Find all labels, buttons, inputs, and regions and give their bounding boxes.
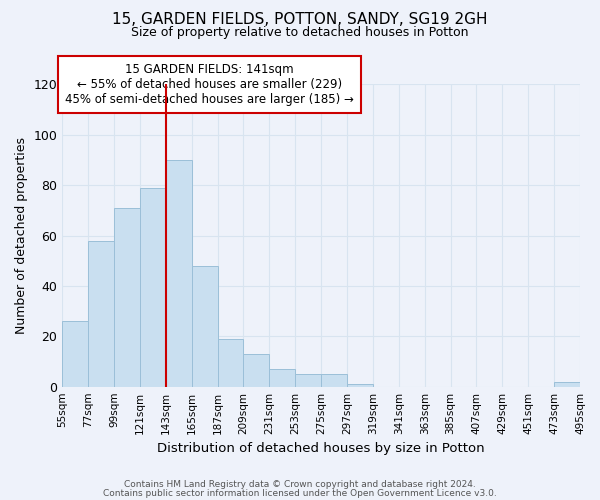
Bar bbox=[554, 382, 580, 386]
Bar bbox=[140, 188, 166, 386]
Text: 15 GARDEN FIELDS: 141sqm
← 55% of detached houses are smaller (229)
45% of semi-: 15 GARDEN FIELDS: 141sqm ← 55% of detach… bbox=[65, 64, 354, 106]
Bar bbox=[321, 374, 347, 386]
Bar bbox=[244, 354, 269, 386]
Bar bbox=[88, 240, 114, 386]
Bar bbox=[62, 321, 88, 386]
Bar bbox=[295, 374, 321, 386]
Y-axis label: Number of detached properties: Number of detached properties bbox=[15, 137, 28, 334]
Bar bbox=[269, 369, 295, 386]
Bar bbox=[192, 266, 218, 386]
Bar bbox=[114, 208, 140, 386]
Text: Contains public sector information licensed under the Open Government Licence v3: Contains public sector information licen… bbox=[103, 489, 497, 498]
Text: Contains HM Land Registry data © Crown copyright and database right 2024.: Contains HM Land Registry data © Crown c… bbox=[124, 480, 476, 489]
Text: Size of property relative to detached houses in Potton: Size of property relative to detached ho… bbox=[131, 26, 469, 39]
Text: 15, GARDEN FIELDS, POTTON, SANDY, SG19 2GH: 15, GARDEN FIELDS, POTTON, SANDY, SG19 2… bbox=[112, 12, 488, 28]
Bar bbox=[166, 160, 192, 386]
X-axis label: Distribution of detached houses by size in Potton: Distribution of detached houses by size … bbox=[157, 442, 485, 455]
Bar bbox=[218, 339, 244, 386]
Bar bbox=[347, 384, 373, 386]
